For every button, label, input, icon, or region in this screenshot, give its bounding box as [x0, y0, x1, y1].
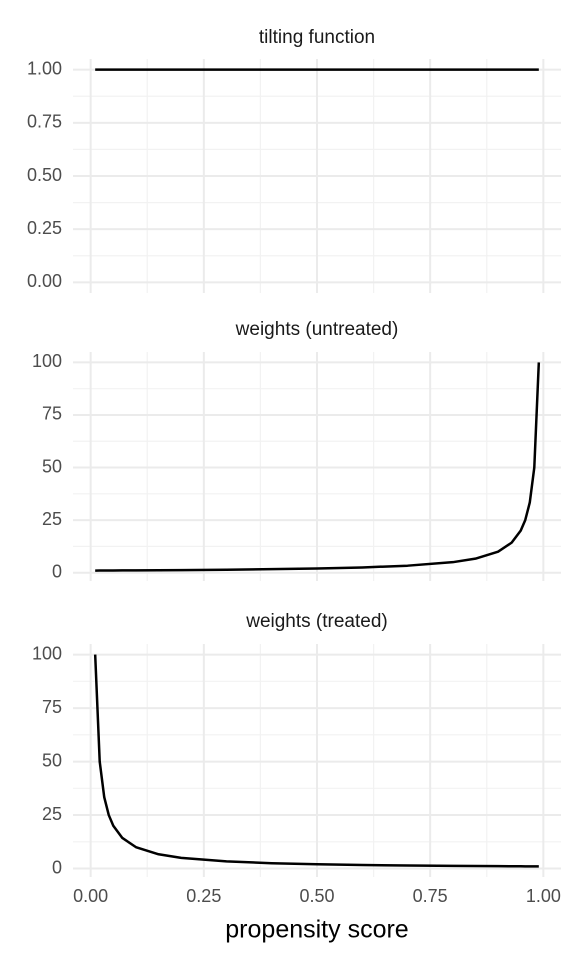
y-tick-label: 100	[32, 351, 62, 371]
y-tick-label: 25	[42, 509, 62, 529]
y-tick-label: 0.50	[27, 165, 62, 185]
y-tick-label: 75	[42, 404, 62, 424]
x-tick-label: 0.25	[186, 886, 221, 906]
y-tick-label: 75	[42, 697, 62, 717]
y-tick-label: 1.00	[27, 58, 62, 78]
x-tick-label: 1.00	[526, 886, 561, 906]
x-tick-label: 0.50	[299, 886, 334, 906]
panel-title: weights (treated)	[245, 611, 388, 632]
panel-title: weights (untreated)	[235, 319, 399, 340]
y-tick-label: 25	[42, 804, 62, 824]
y-tick-label: 100	[32, 643, 62, 663]
y-tick-label: 0.75	[27, 112, 62, 132]
panel-title: tilting function	[259, 27, 375, 48]
line	[93, 654, 539, 868]
line	[95, 362, 541, 572]
y-tick-label: 0.25	[27, 218, 62, 238]
y-tick-label: 0.00	[27, 271, 62, 291]
x-axis-label: propensity score	[225, 916, 408, 944]
y-tick-label: 0	[52, 857, 62, 877]
y-tick-label: 50	[42, 750, 62, 770]
y-tick-label: 0	[52, 561, 62, 581]
x-tick-label: 0.00	[73, 886, 108, 906]
x-tick-label: 0.75	[413, 886, 448, 906]
y-tick-label: 50	[42, 456, 62, 476]
